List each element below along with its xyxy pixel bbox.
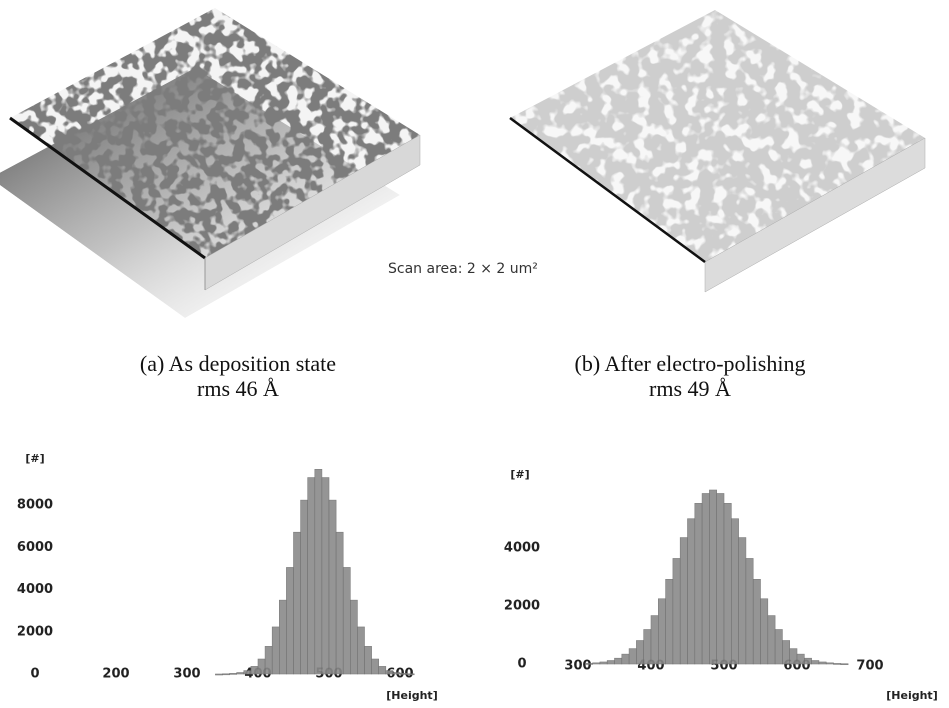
bar — [357, 626, 365, 675]
y-tick-label: 2000 — [504, 599, 540, 614]
bar — [643, 629, 652, 665]
bar — [789, 648, 798, 665]
y-tick-label: 6000 — [17, 540, 53, 555]
y-tick-label: 0 — [30, 667, 39, 682]
bar — [730, 518, 739, 665]
bar — [782, 640, 791, 665]
bar — [328, 499, 337, 675]
bar — [215, 673, 223, 676]
bar — [723, 503, 732, 665]
bar — [229, 673, 238, 675]
y-axis-label: [#] — [510, 468, 529, 481]
bar — [371, 658, 380, 675]
caption-b: (b) After electro-polishing — [575, 351, 806, 376]
bar — [293, 531, 301, 675]
bar — [657, 598, 666, 665]
bar — [636, 640, 645, 665]
bar — [286, 567, 294, 675]
bar — [321, 477, 330, 675]
bar — [406, 673, 415, 676]
bar — [694, 503, 703, 665]
bar — [385, 670, 394, 675]
afm-image-b — [509, 10, 926, 293]
bar — [314, 469, 323, 675]
bar — [767, 615, 776, 665]
bar — [796, 653, 805, 665]
rms-a: rms 46 Å — [197, 376, 279, 401]
bar — [650, 615, 659, 665]
bar — [599, 661, 608, 665]
bar — [825, 662, 834, 665]
bar — [264, 646, 273, 675]
y-tick-label: 0 — [517, 657, 526, 672]
y-tick-label: 8000 — [17, 498, 53, 513]
x-tick-label: 300 — [173, 667, 200, 682]
bar — [399, 673, 408, 675]
bar — [278, 599, 287, 675]
bar — [300, 499, 309, 675]
bar — [392, 672, 401, 675]
rms-b: rms 49 Å — [649, 376, 731, 401]
y-tick-label: 4000 — [504, 541, 540, 556]
bar — [592, 662, 601, 665]
x-axis-label: [Height] — [886, 689, 937, 702]
bar — [378, 666, 387, 675]
bar — [628, 648, 637, 665]
bar — [840, 663, 849, 666]
bar — [342, 567, 351, 675]
bar — [621, 653, 630, 665]
bar — [672, 558, 681, 665]
bar — [250, 666, 259, 675]
bar — [349, 599, 358, 675]
bar — [803, 657, 812, 665]
bar — [271, 626, 280, 675]
bar — [709, 489, 718, 665]
bar — [833, 663, 842, 665]
bar — [701, 493, 710, 665]
x-tick-label: 200 — [102, 667, 129, 682]
bar — [614, 657, 623, 665]
bar — [752, 579, 761, 665]
bar — [687, 518, 696, 665]
bar — [665, 579, 674, 665]
x-axis-label: [Height] — [386, 689, 437, 702]
bar — [745, 558, 754, 665]
bar — [738, 537, 747, 665]
bar — [818, 661, 827, 665]
x-tick-label: 300 — [564, 659, 591, 674]
bar — [243, 670, 252, 675]
x-tick-label: 700 — [856, 659, 883, 674]
afm-image-a — [0, 8, 421, 318]
bar — [774, 629, 783, 665]
bar — [236, 672, 245, 675]
bar — [257, 658, 266, 675]
bar — [335, 531, 344, 675]
bar — [222, 673, 230, 676]
y-axis-label: [#] — [25, 452, 44, 465]
bar — [679, 537, 688, 665]
bar — [716, 493, 725, 665]
y-tick-label: 2000 — [17, 624, 53, 639]
bar — [606, 660, 615, 665]
bar — [811, 660, 820, 665]
caption-a: (a) As deposition state — [140, 351, 336, 376]
bar — [584, 663, 593, 665]
bar — [760, 598, 769, 665]
scan-area: Scan area: 2 × 2 um² — [388, 261, 538, 277]
y-tick-label: 4000 — [17, 582, 53, 597]
bar — [364, 646, 372, 675]
bar — [307, 477, 316, 675]
